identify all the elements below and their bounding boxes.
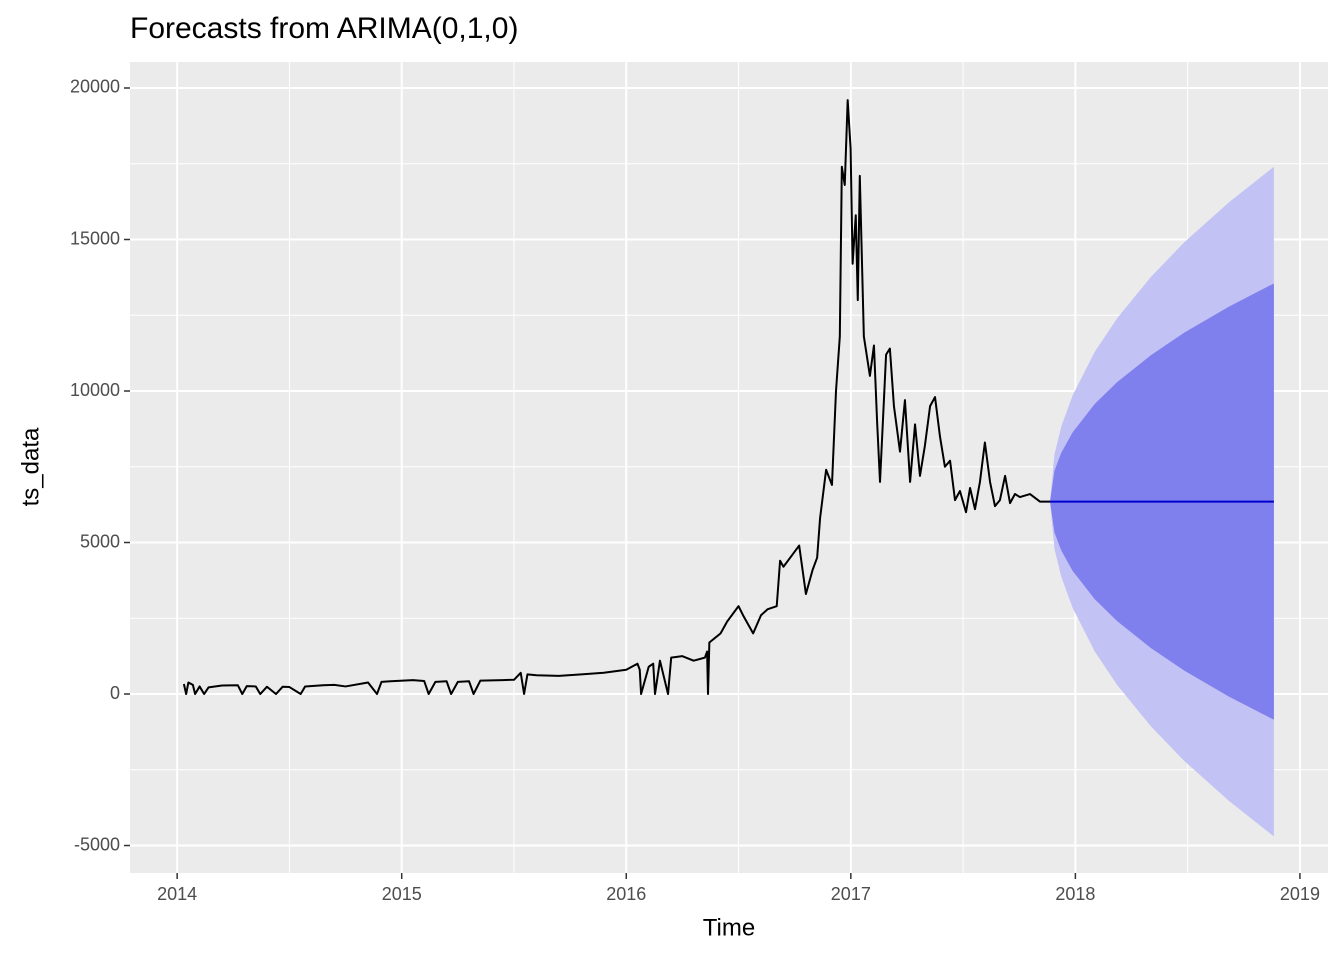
y-tick-label: 5000 — [80, 531, 120, 551]
x-axis-title: Time — [703, 914, 755, 941]
history-line — [182, 99, 1050, 696]
x-tick-label: 2018 — [1055, 884, 1095, 904]
y-tick-label: 15000 — [70, 228, 120, 248]
x-tick-label: 2017 — [831, 884, 871, 904]
y-tick-label: 20000 — [70, 77, 120, 97]
x-tick-label: 2014 — [157, 884, 197, 904]
y-axis-title: ts_data — [17, 427, 44, 506]
x-tick-label: 2016 — [606, 884, 646, 904]
x-tick-label: 2015 — [382, 884, 422, 904]
y-tick-label: -5000 — [74, 834, 120, 854]
x-tick-label: 2019 — [1280, 884, 1320, 904]
chart-title: Forecasts from ARIMA(0,1,0) — [130, 12, 518, 45]
y-tick-label: 0 — [110, 683, 120, 703]
y-tick-label: 10000 — [70, 380, 120, 400]
